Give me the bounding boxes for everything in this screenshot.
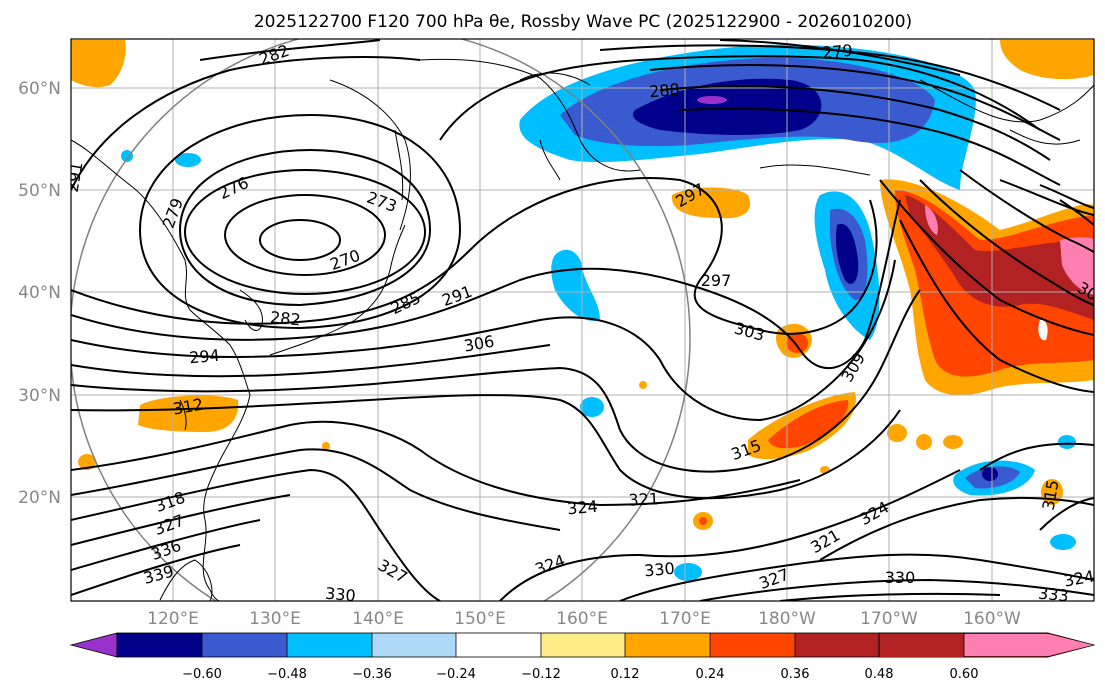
contour-label: 333 [1037, 584, 1069, 606]
contour-label: 282 [269, 308, 301, 330]
lon-label: 130°E [249, 609, 301, 629]
colorbar-tick-label: 0.48 [865, 667, 894, 682]
contour-label: 294 [188, 346, 220, 368]
colorbar-tick-label: −0.48 [267, 667, 307, 682]
colorbar-segment [880, 634, 964, 657]
lat-label: 60°N [18, 79, 61, 99]
colorbar-segment [625, 633, 710, 657]
lat-label: 30°N [18, 386, 61, 406]
contour-label: 279 [821, 41, 853, 63]
lon-label: 140°E [352, 609, 404, 629]
contour-labels: 282 279 288 276 273 279 270 291 282 285 … [63, 41, 1094, 606]
contour-label: 330 [324, 584, 356, 606]
contour-label: 321 [628, 489, 659, 510]
colorbar-tick-label: −0.24 [436, 667, 476, 682]
colorbar-tick-label: −0.60 [182, 667, 222, 682]
lon-label: 180°W [758, 609, 816, 629]
figure-title: 2025122700 F120 700 hPa θe, Rossby Wave … [254, 12, 912, 32]
contour-label: 330 [885, 568, 916, 587]
anomaly-shading [71, 40, 1094, 581]
lat-label: 40°N [18, 283, 61, 303]
lon-label: 160°W [963, 609, 1021, 629]
lat-label: 50°N [18, 181, 61, 201]
lon-label: 170°E [659, 609, 711, 629]
colorbar-tick-label: 0.12 [611, 667, 640, 682]
colorbar-left-extension [69, 632, 118, 658]
colorbar-ticks: −0.60 −0.48 −0.36 −0.24 −0.12 0.12 0.24 … [182, 667, 978, 682]
colorbar-segment [372, 633, 456, 657]
graticule [71, 39, 1094, 601]
map-border [70, 38, 1095, 602]
colorbar-segment [541, 633, 625, 657]
region-circle [71, 39, 691, 601]
theta-e-contours [71, 39, 1094, 601]
colorbar-tick-label: −0.12 [521, 667, 561, 682]
colorbar-segment [795, 633, 879, 657]
latitude-labels: 60°N 50°N 40°N 30°N 20°N [18, 79, 61, 508]
contour-label: 324 [566, 497, 598, 519]
contour-label: 297 [701, 271, 732, 290]
colorbar-segment [202, 633, 287, 657]
colorbar-segment [117, 633, 202, 657]
lon-label: 170°W [860, 609, 918, 629]
colorbar-tick-label: −0.36 [352, 667, 392, 682]
colorbar: −0.60 −0.48 −0.36 −0.24 −0.12 0.12 0.24 … [69, 632, 1096, 682]
colorbar-segment [710, 633, 795, 657]
contour-label: 288 [648, 80, 680, 102]
lon-label: 160°E [556, 609, 608, 629]
colorbar-segment [964, 634, 1093, 656]
contour-label: 330 [643, 559, 675, 581]
contour-label: 291 [63, 160, 87, 193]
colorbar-tick-label: 0.24 [696, 667, 725, 682]
colorbar-tick-label: 0.60 [950, 667, 979, 682]
colorbar-segment [456, 633, 541, 657]
lat-label: 20°N [18, 488, 61, 508]
longitude-labels: 120°E 130°E 140°E 150°E 160°E 170°E 180°… [147, 609, 1021, 629]
colorbar-tick-label: 0.36 [781, 667, 810, 682]
lon-label: 120°E [147, 609, 199, 629]
lon-label: 150°E [454, 609, 506, 629]
map-panel: 282 279 288 276 273 279 270 291 282 285 … [63, 39, 1094, 606]
colorbar-segment [287, 633, 372, 657]
